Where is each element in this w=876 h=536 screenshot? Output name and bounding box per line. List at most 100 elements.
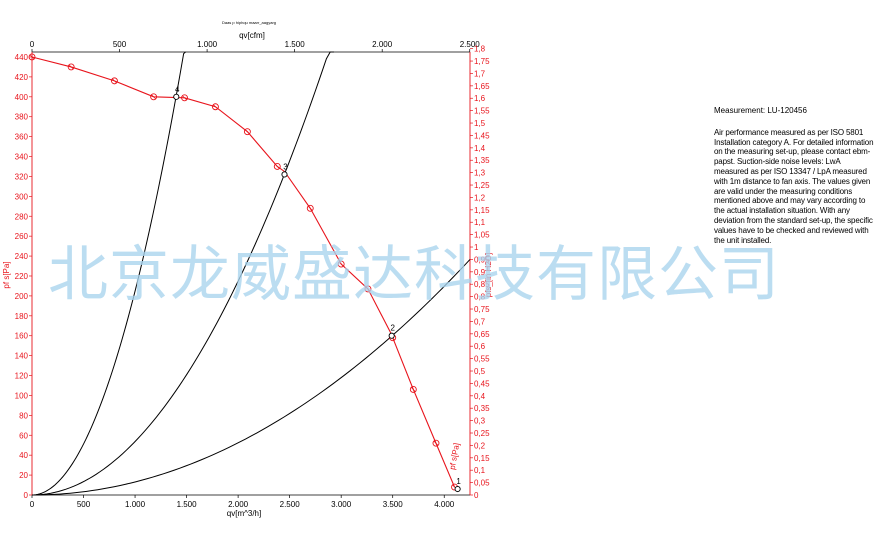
fan-curve-marker-cross [151, 94, 156, 100]
y-right-tick-label: 0,5 [474, 367, 486, 376]
left-axis-title: pf s[Pa] [2, 261, 11, 288]
y-tick-label: 80 [19, 411, 28, 420]
y-right-tick-label: 0,2 [474, 441, 486, 450]
measurement-description: Air performance measured as per ISO 5801… [714, 127, 874, 245]
fan-curve-marker-cross [68, 64, 74, 70]
y-right-tick-label: 1,2 [474, 193, 486, 202]
x-tick-label: 0 [30, 500, 35, 509]
y-tick-label: 120 [15, 372, 29, 381]
y-right-tick-label: 1,05 [474, 231, 490, 240]
fan-curve-marker [28, 53, 36, 61]
y-right-tick-label: 0,6 [474, 342, 486, 351]
y-right-tick-label: 0,3 [474, 417, 486, 426]
y-right-tick-label: 1,35 [474, 156, 490, 165]
fan-curve-label: pf s[Pa] [448, 442, 462, 470]
y-right-tick-label: 0,8 [474, 293, 486, 302]
fan-curve-marker [306, 204, 314, 212]
y-tick-label: 420 [15, 73, 29, 82]
y-tick-label: 380 [15, 113, 29, 122]
fan-curve-marker-cross [29, 54, 35, 60]
fan-curve-marker-cross [410, 387, 416, 392]
operating-point-label: 3 [283, 162, 288, 171]
y-right-tick-label: 1,3 [474, 169, 486, 178]
x-tick-label: 1.500 [177, 500, 198, 509]
y-right-tick-label: 1,75 [474, 57, 490, 66]
y-tick-label: 180 [15, 312, 29, 321]
fan-curve-marker-cross [274, 164, 280, 169]
fan-curve-marker-cross [112, 78, 117, 84]
y-tick-label: 440 [15, 53, 29, 62]
fan-curve-marker-cross [182, 95, 187, 101]
y-tick-label: 140 [15, 352, 29, 361]
y-right-tick-label: 1,65 [474, 82, 490, 91]
fan-curve-marker [211, 103, 219, 111]
y-right-tick-label: 0,05 [474, 479, 490, 488]
x-tick-label: 2.000 [228, 500, 249, 509]
y-tick-label: 60 [19, 431, 28, 440]
y-tick-label: 360 [15, 133, 29, 142]
x-tick-label: 500 [77, 500, 91, 509]
y-tick-label: 260 [15, 232, 29, 241]
operating-points: 4 3 2 1 [173, 85, 461, 493]
y-tick-label: 340 [15, 153, 29, 162]
fan-curve-marker-cross [213, 104, 218, 110]
fan-curve: pf s[Pa] [28, 53, 462, 491]
system-curves [31, 51, 471, 496]
x-top-tick-label: 500 [113, 40, 127, 49]
operating-point-marker [281, 171, 288, 178]
bottom-axis-title: qv[m^3/h] [227, 509, 261, 518]
y-tick-label: 100 [15, 391, 29, 400]
y-right-tick-label: 1,15 [474, 206, 490, 215]
fan-curve-marker [273, 163, 281, 170]
x-top-tick-label: 1.500 [285, 40, 306, 49]
fan-curve-marker [243, 128, 251, 136]
operating-point-label: 2 [390, 324, 395, 333]
operating-point-marker [454, 485, 461, 493]
y-tick-label: 40 [19, 451, 28, 460]
y-right-tick-label: 1,1 [474, 218, 486, 227]
y-right-tick-label: 1,25 [474, 181, 490, 190]
y-right-tick-label: 0,1 [474, 466, 486, 475]
y-right-tick-label: 1,7 [474, 69, 486, 78]
y-right-tick-label: 0,9 [474, 268, 486, 277]
y-right-tick-label: 1,8 [474, 45, 486, 54]
system-curve-3 [31, 259, 471, 496]
x-top-tick-label: 1.000 [197, 40, 218, 49]
y-right-tick-label: 0 [474, 491, 479, 500]
fan-curve-marker [337, 260, 345, 268]
fan-curve-marker-cross [365, 286, 371, 292]
y-tick-label: 0 [24, 491, 29, 500]
y-right-tick-label: 0,7 [474, 317, 486, 326]
y-right-tick-label: 0,95 [474, 255, 490, 264]
y-tick-label: 160 [15, 332, 29, 341]
system-curve-2 [31, 51, 334, 496]
y-right-tick-label: 0,65 [474, 330, 490, 339]
x-top-tick-label: 2.500 [460, 40, 481, 49]
fan-curve-marker-cross [245, 129, 250, 134]
y-tick-label: 200 [15, 292, 29, 301]
x-tick-label: 3.500 [383, 500, 404, 509]
operating-point-label: 1 [456, 477, 461, 486]
y-tick-label: 220 [15, 272, 29, 281]
fan-curve-marker [150, 93, 158, 101]
fan-curve-marker [181, 94, 188, 102]
y-right-tick-label: 0,45 [474, 379, 490, 388]
fan-curve-marker-cross [307, 205, 313, 211]
fan-curve-marker [409, 386, 417, 393]
y-tick-label: 300 [15, 192, 29, 201]
x-tick-label: 1.000 [125, 500, 146, 509]
y-right-tick-label: 1 [474, 243, 479, 252]
y-right-tick-label: 0,75 [474, 305, 490, 314]
y-tick-label: 20 [19, 471, 28, 480]
operating-point-marker [388, 332, 395, 339]
measurement-notes: Measurement: LU-120456 Air performance m… [714, 106, 876, 245]
fan-curve-marker [432, 439, 440, 447]
y-right-tick-label: 1,6 [474, 94, 486, 103]
fan-curve-marker [110, 77, 118, 85]
y-right-tick-label: 0,55 [474, 355, 490, 364]
chart-title: Daas p hiphqu maarr_aagyarg [222, 20, 276, 25]
x-tick-label: 4.000 [434, 500, 455, 509]
top-axis-title: qv[cfm] [239, 31, 265, 40]
y-tick-label: 280 [15, 212, 29, 221]
y-right-tick-label: 0,4 [474, 392, 486, 401]
